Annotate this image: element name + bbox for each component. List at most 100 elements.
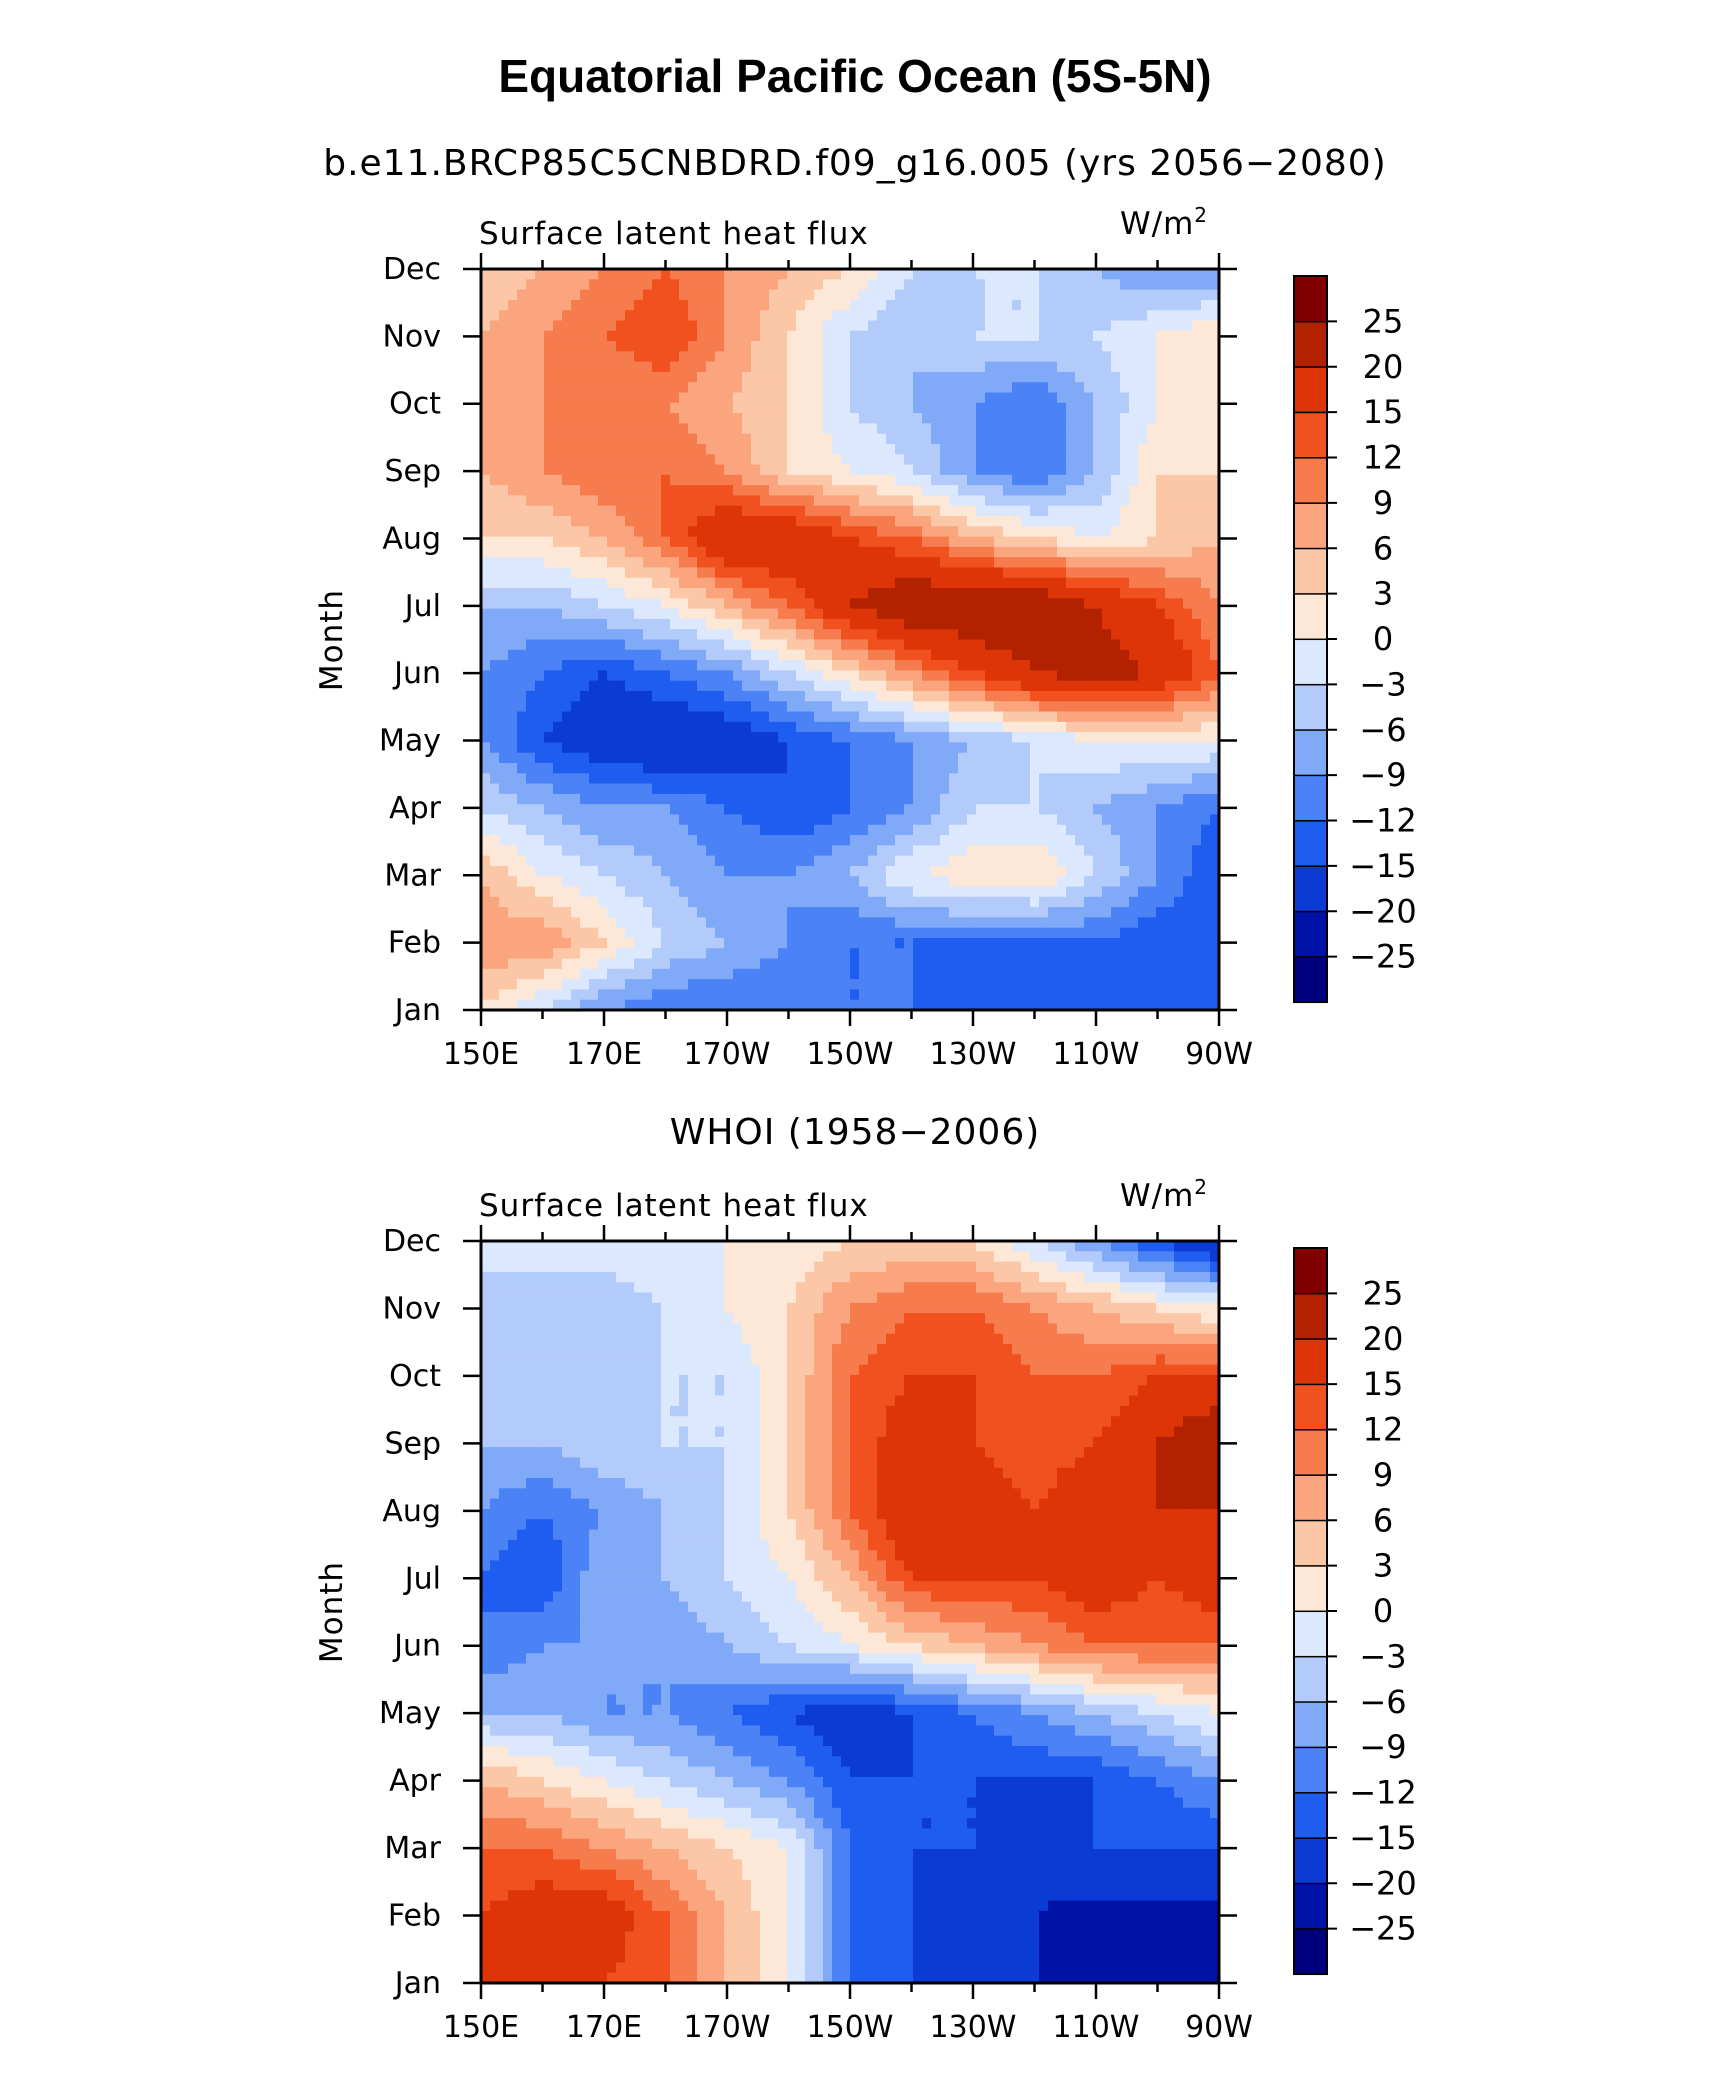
heat-cell [589,341,599,352]
heat-cell [985,608,995,620]
heat-cell [1066,865,1076,877]
heat-cell [1030,361,1040,373]
heat-cell [1111,660,1121,671]
heat-cell [1084,732,1094,744]
heat-cell [517,876,527,888]
heat-cell [841,824,851,836]
heat-cell [499,732,509,744]
heat-cell [706,670,716,682]
heat-cell [1057,361,1067,373]
heat-cell [598,269,608,280]
heat-cell [733,351,743,363]
heat-cell [931,763,941,774]
heat-cell [1075,546,1085,558]
heat-cell [814,557,824,569]
heat-cell [823,382,833,394]
heat-cell [1120,536,1130,548]
heat-cell [553,464,563,476]
heat-cell [508,330,518,342]
heat-cell [769,835,779,846]
heat-cell [733,443,743,455]
heat-cell [1174,536,1184,548]
heat-cell [967,670,977,682]
heat-cell [850,618,860,630]
heat-cell [1012,361,1022,373]
heat-cell [985,526,995,538]
heat-cell [706,845,716,857]
heat-cell [967,310,977,322]
heat-cell [877,711,887,723]
heat-cell [1129,855,1139,867]
heat-cell [670,351,680,363]
heat-cell [1192,804,1202,816]
heat-cell [652,423,662,435]
heat-cell [1057,783,1067,795]
heat-cell [517,598,527,610]
heat-cell [859,351,869,363]
heat-cell [1084,845,1094,857]
heat-cell [1165,536,1175,548]
heat-cell [1183,855,1193,867]
heat-cell [733,495,743,507]
heat-cell [742,721,752,733]
heat-cell [598,670,608,682]
heat-cell [985,804,995,816]
heat-cell [616,423,626,435]
heat-cell [607,670,617,682]
heat-cell [868,361,878,373]
heat-cell [895,433,905,445]
heat-cell [571,835,581,846]
heat-cell [1192,845,1202,857]
heat-cell [1201,557,1211,569]
heat-cell [778,876,788,888]
heat-cell [1102,269,1112,280]
heat-cell [517,732,527,744]
heat-cell [913,608,923,620]
heat-cell [733,804,743,816]
heat-cell [1174,526,1184,538]
heat-cell [517,649,527,661]
panel-top-left-label: Surface latent heat flux [479,216,869,252]
heat-cell [967,382,977,394]
heat-cell [1147,433,1157,445]
heat-cell [589,783,599,795]
heat-cell [976,299,986,311]
heat-cell [1075,536,1085,548]
heat-cell [949,413,959,424]
heat-cell [742,608,752,620]
heat-cell [976,546,986,558]
heat-cell [1183,783,1193,795]
heat-cell [1147,618,1157,630]
heat-cell [1093,588,1103,599]
heat-cell [1030,485,1040,497]
heat-cell [481,546,491,558]
heat-cell [1129,269,1139,280]
heat-cell [643,361,653,373]
heat-cell [778,485,788,497]
heat-cell [481,382,491,394]
heat-cell [598,361,608,373]
heat-cell [1183,567,1193,579]
heat-cell [1102,742,1112,754]
heat-cell [796,351,806,363]
heat-cell [1012,536,1022,548]
heat-cell [868,474,878,486]
heat-cell [1120,382,1130,394]
heat-cell [1003,783,1013,795]
heat-cell [1174,680,1184,692]
heat-cell [688,310,698,322]
heat-cell [931,845,941,857]
heat-cell [526,351,536,363]
heat-cell [616,341,626,352]
heat-cell [805,413,815,424]
heat-cell [1003,443,1013,455]
heat-cell [1039,474,1049,486]
heat-cell [1129,299,1139,311]
heat-cell [715,711,725,723]
heat-cell [670,742,680,754]
heat-cell [1039,598,1049,610]
heat-cell [562,783,572,795]
heat-cell [1210,526,1220,538]
heat-cell [1066,454,1076,466]
heat-cell [796,464,806,476]
